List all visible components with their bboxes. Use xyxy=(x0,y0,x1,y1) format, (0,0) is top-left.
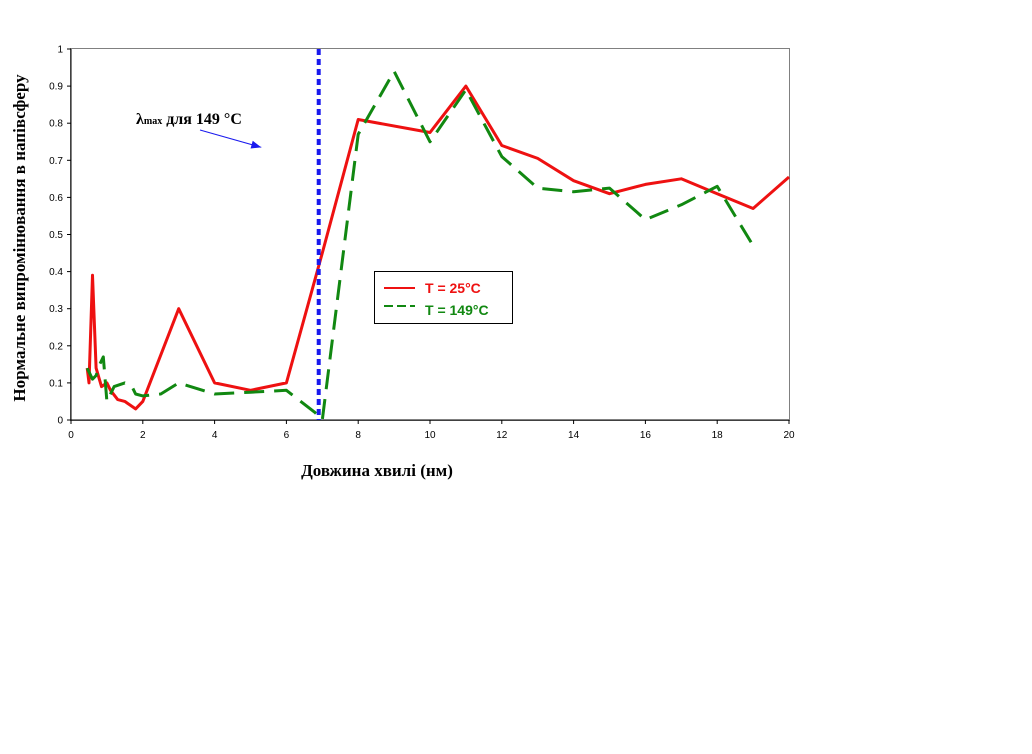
x-axis-title: Довжина хвилі (нм) xyxy=(301,461,453,480)
legend-label-149c: T = 149°C xyxy=(425,302,489,318)
x-tick-label: 12 xyxy=(496,430,508,441)
y-axis-ticks: 0 0.1 0.2 0.3 0.4 0.5 0.6 0.7 0.8 0.9 1 xyxy=(49,45,71,427)
y-tick-label: 0.3 xyxy=(49,304,63,315)
x-tick-label: 0 xyxy=(68,430,74,441)
y-tick-label: 0.1 xyxy=(49,378,63,389)
x-axis-ticks: 0 2 4 6 8 10 12 14 16 18 20 xyxy=(68,420,795,441)
y-tick-label: 0.5 xyxy=(49,230,63,241)
annotation-arrow xyxy=(199,129,262,148)
x-tick-label: 6 xyxy=(284,430,290,441)
legend: T = 25°C T = 149°C xyxy=(374,271,513,324)
series-line-149c xyxy=(85,69,755,422)
x-tick-label: 14 xyxy=(568,430,580,441)
x-tick-label: 10 xyxy=(424,430,436,441)
y-tick-label: 0.7 xyxy=(49,156,63,167)
y-tick-label: 0 xyxy=(57,416,63,427)
x-tick-label: 20 xyxy=(783,430,795,441)
y-tick-label: 0.6 xyxy=(49,193,63,204)
annotation-text: λmax для 149 °C xyxy=(136,111,242,128)
y-tick-label: 0.2 xyxy=(49,341,63,352)
x-tick-label: 18 xyxy=(712,430,724,441)
annotation-arrowhead xyxy=(250,140,262,149)
plot-area xyxy=(70,48,790,421)
annotation-lambda: λ xyxy=(136,111,144,128)
x-tick-label: 16 xyxy=(640,430,652,441)
y-tick-label: 0.9 xyxy=(49,82,63,93)
legend-box xyxy=(374,271,513,324)
annotation: λmax для 149 °C xyxy=(136,111,262,149)
series-lines xyxy=(85,69,790,422)
legend-label-25c: T = 25°C xyxy=(425,280,481,296)
y-tick-label: 0.4 xyxy=(49,267,63,278)
x-tick-label: 2 xyxy=(140,430,146,441)
x-tick-label: 4 xyxy=(212,430,218,441)
annotation-sub: max xyxy=(144,116,162,127)
y-axis-title: Нормальне випромінювання в напівсферу xyxy=(10,74,29,402)
y-tick-label: 0.8 xyxy=(49,119,63,130)
x-tick-label: 8 xyxy=(355,430,361,441)
annotation-rest: для 149 °C xyxy=(162,111,242,128)
y-tick-label: 1 xyxy=(57,45,63,56)
